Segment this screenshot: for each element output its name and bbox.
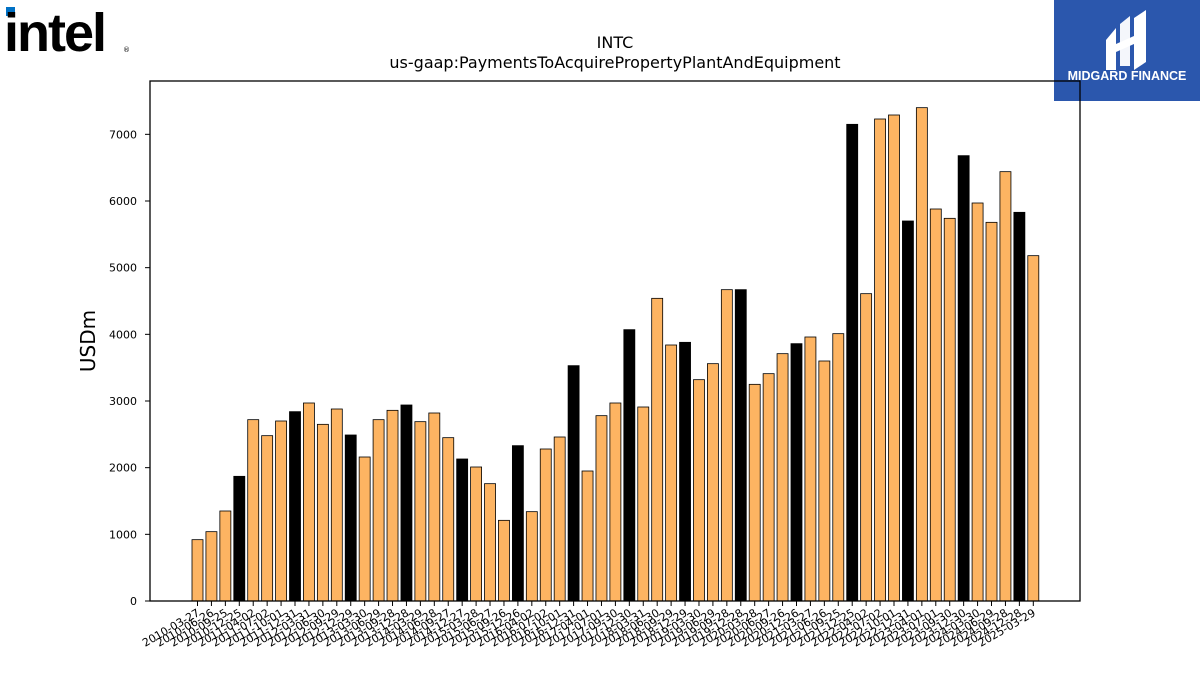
y-tick-label: 5000 (109, 262, 137, 275)
y-tick-label: 3000 (109, 395, 137, 408)
bar-2020-06-27 (762, 373, 775, 602)
bar-2017-09-30 (609, 402, 622, 602)
bar-2018-06-30 (651, 297, 664, 602)
bar-2019-12-28 (734, 289, 747, 602)
bar-2021-09-25 (832, 333, 845, 602)
y-axis-label: USDm (76, 310, 100, 372)
bar-2018-12-29 (679, 341, 691, 602)
intel-registered-mark: ® (123, 46, 130, 54)
intel-logo-dot (6, 7, 15, 16)
x-ticks-group: 2010-03-272010-06-262010-09-252010-12-25… (140, 601, 1038, 650)
bar-2016-12-31 (567, 365, 580, 602)
bar-2024-12-28 (1013, 211, 1026, 602)
bar-2015-06-27 (484, 483, 496, 602)
bar-2020-12-26 (790, 343, 803, 602)
bar-2022-10-01 (888, 114, 900, 602)
bar-2016-07-02 (539, 448, 552, 602)
plot-frame (149, 80, 1081, 602)
bar-2015-09-26 (498, 519, 510, 602)
bar-2022-04-02 (860, 293, 873, 602)
bar-2019-09-28 (720, 289, 733, 602)
bar-2012-03-31 (303, 402, 315, 602)
midgard-logo-text: MIDGARD FINANCE (1068, 69, 1187, 83)
bar-2023-09-30 (943, 217, 956, 602)
bar-2022-12-31 (902, 220, 914, 602)
bar-2010-12-25 (233, 475, 246, 602)
bar-2023-07-01 (929, 208, 942, 602)
bar-2011-12-31 (289, 411, 301, 602)
bar-2023-04-01 (915, 107, 928, 602)
bar-2024-03-30 (971, 202, 984, 602)
bar-2022-07-02 (874, 118, 886, 602)
bar-2013-06-29 (372, 419, 385, 602)
bar-2014-03-29 (414, 421, 427, 602)
bar-2017-12-30 (623, 329, 636, 602)
bar-2018-09-29 (665, 344, 678, 602)
bar-2011-07-02 (261, 435, 274, 602)
bar-2014-12-27 (456, 458, 469, 602)
y-tick-label: 6000 (109, 195, 137, 208)
bar-2012-06-30 (316, 423, 329, 602)
bar-2025-03-29 (1027, 255, 1040, 602)
bar-2016-10-01 (553, 436, 566, 602)
bar-2017-07-01 (595, 415, 608, 602)
bar-2013-09-28 (386, 409, 399, 602)
bar-2021-12-25 (846, 123, 859, 602)
midgard-emblem-icon (1106, 10, 1146, 70)
bar-2024-06-29 (985, 221, 998, 602)
intel-logo-text: intel (4, 3, 105, 60)
bar-2021-03-27 (804, 336, 817, 602)
bar-2018-03-31 (637, 406, 650, 602)
bar-2012-09-29 (330, 408, 343, 602)
y-tick-label: 7000 (109, 128, 137, 141)
bars-group (191, 107, 1040, 602)
bar-2010-03-27 (191, 539, 204, 602)
y-ticks-group: 0 1000 2000 3000 4000 5000 6000 7000 (109, 128, 150, 608)
bar-2010-09-25 (219, 510, 232, 602)
bar-2013-12-28 (400, 404, 413, 602)
midgard-finance-logo: MIDGARD FINANCE (1054, 0, 1200, 101)
bar-2024-09-28 (999, 171, 1012, 602)
intel-logo: intel ® (4, 3, 130, 60)
bar-2011-04-02 (247, 419, 260, 602)
bar-2017-04-01 (581, 470, 594, 602)
y-tick-label: 0 (130, 595, 137, 608)
bar-2019-06-29 (707, 363, 719, 602)
bar-2012-12-29 (344, 434, 357, 602)
bar-2010-06-26 (205, 531, 218, 602)
chart-subtitle: us-gaap:PaymentsToAcquirePropertyPlantAn… (389, 53, 840, 72)
bar-2014-06-28 (428, 412, 441, 602)
bar-2020-09-26 (776, 353, 789, 602)
bar-2020-03-28 (748, 383, 761, 602)
bar-2013-03-30 (358, 456, 371, 602)
bar-2014-09-27 (442, 437, 455, 602)
bar-2011-10-01 (275, 420, 287, 602)
y-tick-label: 2000 (109, 462, 137, 475)
bar-2023-12-30 (957, 155, 970, 602)
bar-2015-12-26 (511, 445, 524, 602)
y-tick-label: 4000 (109, 328, 137, 341)
bar-2021-06-26 (818, 360, 831, 602)
chart-title: INTC (597, 33, 634, 52)
y-tick-label: 1000 (109, 528, 137, 541)
bar-2019-03-30 (693, 379, 705, 602)
bar-2016-04-02 (525, 511, 538, 602)
bar-2015-03-28 (470, 466, 483, 602)
